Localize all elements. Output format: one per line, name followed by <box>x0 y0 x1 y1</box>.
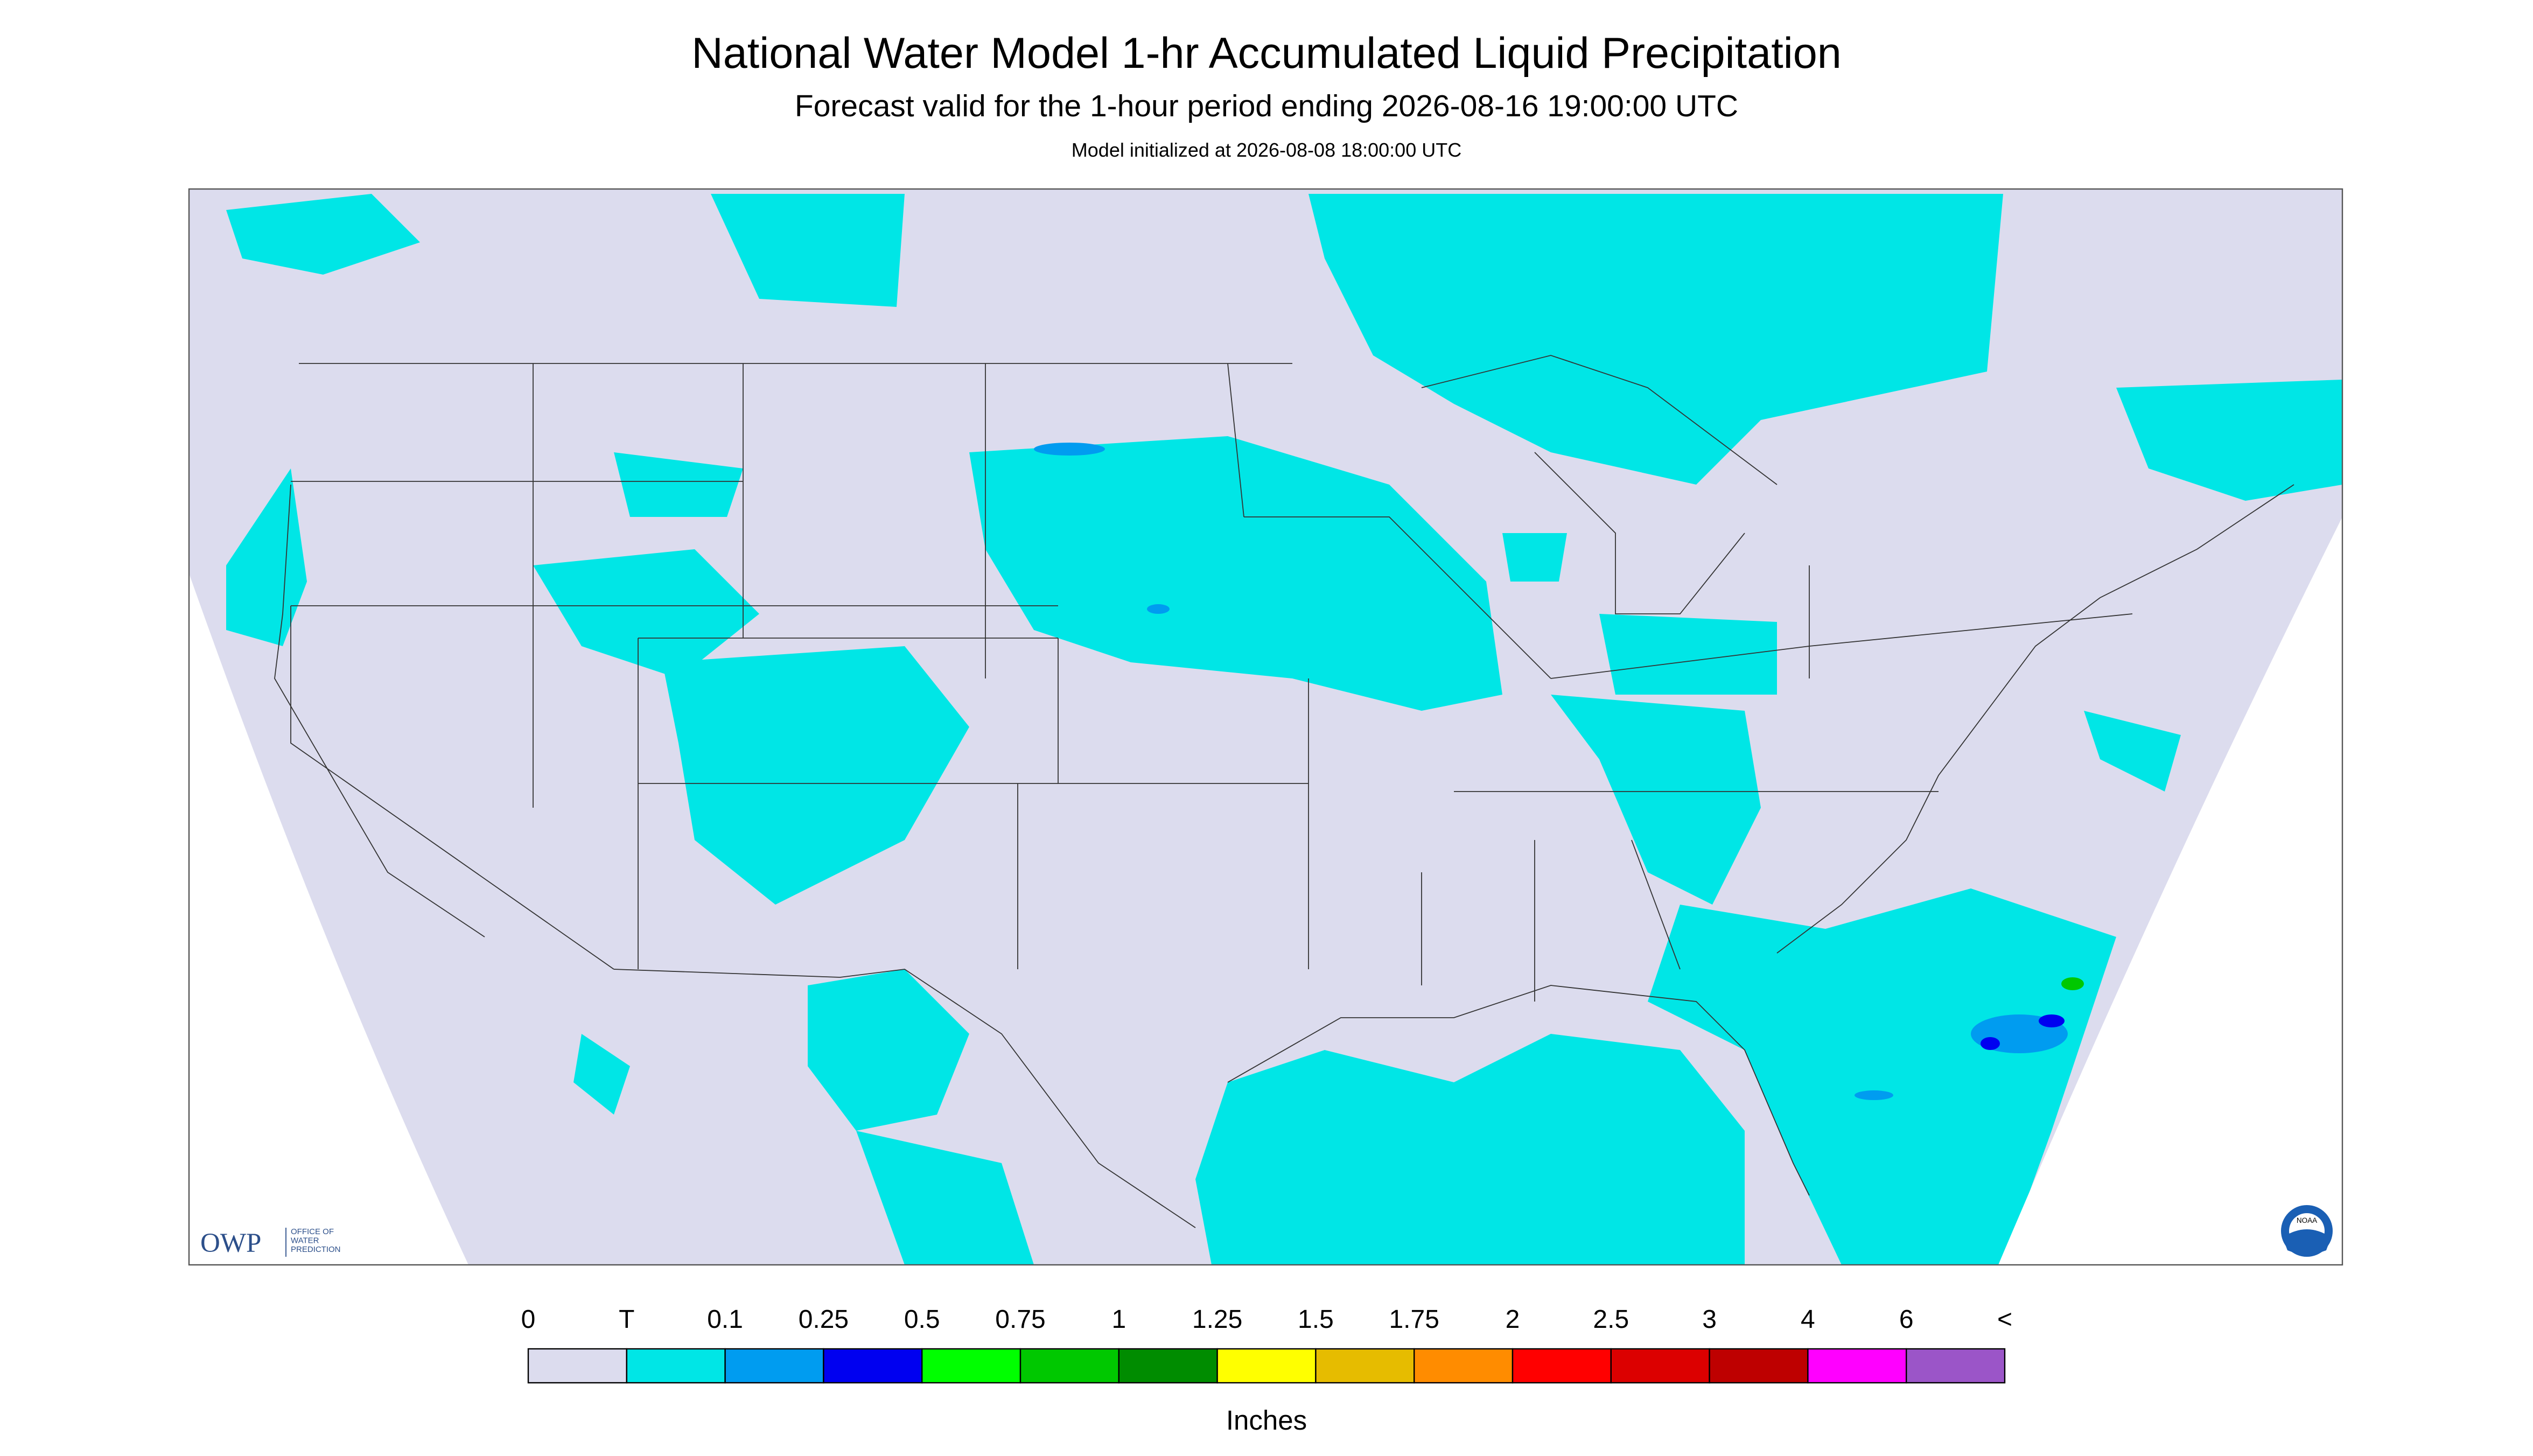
legend-swatch <box>724 1348 824 1384</box>
owp-line: OFFICE OF <box>291 1227 334 1236</box>
precip-areas <box>226 194 2342 1265</box>
legend: 0 T 0.1 0.25 0.5 0.75 1 1.25 1.5 1.75 2 2.5 3 4 6 < <box>521 1305 2012 1384</box>
legend-label: 1.5 <box>1298 1305 1334 1334</box>
legend-label: 0.75 <box>995 1305 1045 1334</box>
owp-line: PREDICTION <box>291 1245 341 1254</box>
owp-line: WATER <box>291 1236 319 1245</box>
legend-swatch <box>1807 1348 1907 1384</box>
noaa-text: NOAA <box>2297 1216 2317 1224</box>
legend-label: 1.25 <box>1192 1305 1242 1334</box>
owp-logo: OWP OFFICE OF WATER PREDICTION <box>200 1227 341 1258</box>
heavier-precip <box>1034 443 2084 1101</box>
owp-mark: OWP <box>200 1228 261 1258</box>
legend-swatch <box>1905 1348 2006 1384</box>
legend-swatch <box>921 1348 1021 1384</box>
legend-label: 2 <box>1506 1305 1520 1334</box>
legend-label: T <box>619 1305 634 1334</box>
legend-swatch <box>823 1348 923 1384</box>
out-of-domain-right <box>1998 517 2342 1265</box>
legend-swatch <box>1610 1348 1710 1384</box>
noaa-logo: NOAA <box>2281 1205 2333 1257</box>
legend-swatch <box>1709 1348 1809 1384</box>
map: OWP OFFICE OF WATER PREDICTION NOAA <box>188 188 2343 1266</box>
legend-swatch <box>1512 1348 1612 1384</box>
legend-label: 1.75 <box>1389 1305 1439 1334</box>
legend-swatch <box>1118 1348 1218 1384</box>
subtitle: Forecast valid for the 1-hour period end… <box>795 89 1738 123</box>
legend-swatch <box>626 1348 726 1384</box>
legend-label: < <box>1997 1305 2012 1334</box>
legend-label: 4 <box>1801 1305 1815 1334</box>
legend-swatch <box>1414 1348 1514 1384</box>
owp-text: OFFICE OF WATER PREDICTION <box>291 1227 341 1254</box>
map-frame <box>188 188 2343 1266</box>
legend-label: 0.1 <box>707 1305 743 1334</box>
title: National Water Model 1-hr Accumulated Li… <box>691 29 1842 78</box>
legend-label: 0.25 <box>799 1305 849 1334</box>
legend-label: 0.5 <box>904 1305 940 1334</box>
legend-label: 3 <box>1702 1305 1717 1334</box>
legend-label: 6 <box>1899 1305 1914 1334</box>
boundaries <box>274 355 2294 1228</box>
out-of-domain-left <box>189 573 468 1265</box>
legend-swatch <box>527 1348 628 1384</box>
legend-unit: Inches <box>1226 1405 1307 1436</box>
legend-swatch <box>1315 1348 1415 1384</box>
legend-swatch <box>1019 1348 1120 1384</box>
init-time: Model initialized at 2026-08-08 18:00:00… <box>1072 139 1461 161</box>
legend-label: 0 <box>521 1305 536 1334</box>
legend-label: 2.5 <box>1593 1305 1629 1334</box>
legend-label: 1 <box>1111 1305 1126 1334</box>
legend-swatch <box>1216 1348 1317 1384</box>
